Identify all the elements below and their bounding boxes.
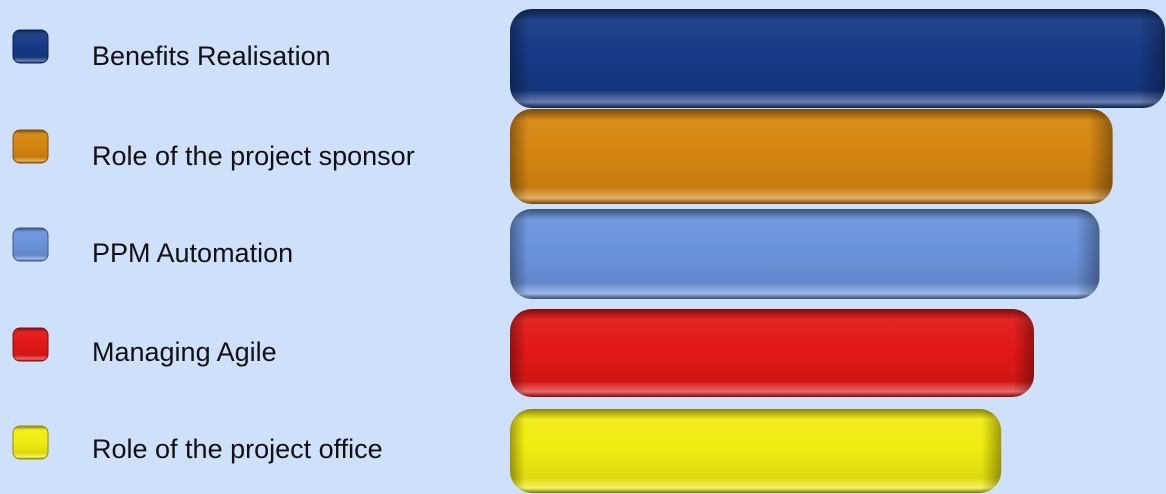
legend-swatch-ppm-automation xyxy=(12,227,49,262)
bar-shading-benefits-realisation xyxy=(510,9,1165,108)
legend-label-managing-agile: Managing Agile xyxy=(92,337,277,367)
bar-shading-role-of-the-project-sponsor xyxy=(510,109,1113,204)
legend-swatch-managing-agile xyxy=(12,327,49,362)
bar-shading-ppm-automation xyxy=(510,209,1100,299)
legend-swatch-role-of-the-project-sponsor xyxy=(12,129,49,164)
legend-swatch-benefits-realisation xyxy=(12,29,49,64)
bar-shading-role-of-the-project-office xyxy=(510,409,1002,493)
legend-label-ppm-automation: PPM Automation xyxy=(92,238,293,268)
bar-shading-managing-agile xyxy=(510,309,1034,397)
legend-label-role-of-the-project-office: Role of the project office xyxy=(92,434,383,464)
legend-label-benefits-realisation: Benefits Realisation xyxy=(92,41,331,71)
legend: Benefits Realisation Role of the project … xyxy=(12,29,415,464)
legend-label-role-of-the-project-sponsor: Role of the project sponsor xyxy=(92,141,415,171)
bar-series xyxy=(510,9,1165,493)
legend-swatch-role-of-the-project-office xyxy=(12,425,49,460)
